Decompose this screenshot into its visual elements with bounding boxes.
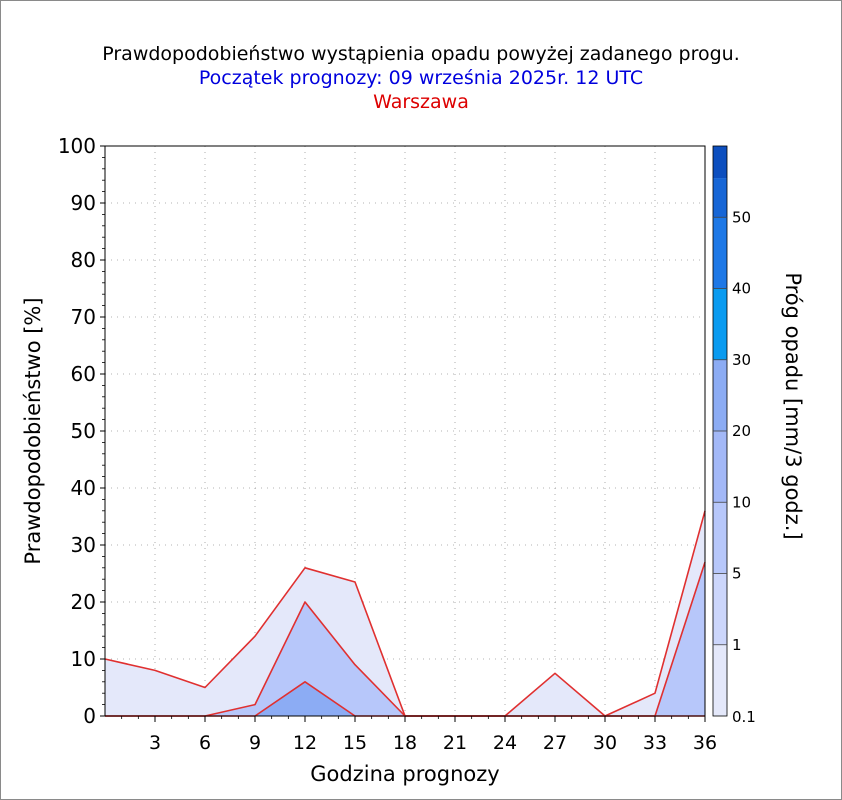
y-tick-label: 0 xyxy=(83,704,96,728)
colorbar-segment xyxy=(713,431,727,503)
y-tick-label: 20 xyxy=(71,590,96,614)
series-area-0.1 xyxy=(105,510,705,716)
y-tick-label: 10 xyxy=(71,647,96,671)
x-tick-label: 36 xyxy=(693,732,717,754)
y-tick-labels: 0 10 20 30 40 50 60 70 80 90 100 xyxy=(58,134,96,728)
x-tick-label: 33 xyxy=(643,732,667,754)
colorbar-tick-label: 50 xyxy=(732,208,751,226)
colorbar-tick-label: 40 xyxy=(732,280,751,298)
colorbar xyxy=(712,145,728,717)
y-tick-label: 60 xyxy=(71,362,96,386)
grid-lines xyxy=(105,146,705,716)
colorbar-segment xyxy=(713,146,727,179)
colorbar-segment xyxy=(713,217,727,289)
colorbar-label: Próg opadu [mm/3 godz.] xyxy=(781,272,805,539)
colorbar-segment xyxy=(713,178,727,218)
colorbar-tick-label: 0.1 xyxy=(732,708,756,726)
x-tick-label: 3 xyxy=(149,732,161,754)
colorbar-tick-label: 1 xyxy=(732,636,742,654)
y-tick-label: 70 xyxy=(71,305,96,329)
x-tick-label: 18 xyxy=(393,732,417,754)
y-axis-label: Prawdopodobieństwo [%] xyxy=(21,297,45,564)
axis-ticks xyxy=(100,145,706,722)
x-tick-label: 30 xyxy=(593,732,617,754)
x-tick-label: 21 xyxy=(443,732,467,754)
colorbar-segment xyxy=(713,359,727,431)
colorbar-tick-label: 10 xyxy=(732,493,751,511)
x-tick-label: 27 xyxy=(543,732,567,754)
x-tick-label: 15 xyxy=(343,732,367,754)
chart-location: Warszawa xyxy=(373,91,469,113)
x-tick-label: 9 xyxy=(249,732,261,754)
colorbar-tick-label: 20 xyxy=(732,422,751,440)
x-tick-labels: 3 6 9 12 15 18 21 24 27 30 33 36 xyxy=(149,732,717,754)
y-tick-label: 90 xyxy=(71,191,96,215)
colorbar-tick-label: 30 xyxy=(732,351,751,369)
y-tick-label: 80 xyxy=(71,248,96,272)
y-tick-label: 40 xyxy=(71,476,96,500)
y-tick-label: 100 xyxy=(58,134,96,158)
x-axis-label: Godzina prognozy xyxy=(310,762,499,786)
chart-title: Prawdopodobieństwo wystąpienia opadu pow… xyxy=(102,43,740,65)
x-tick-label: 12 xyxy=(293,732,317,754)
y-tick-label: 30 xyxy=(71,533,96,557)
x-tick-label: 24 xyxy=(493,732,517,754)
colorbar-segment xyxy=(713,288,727,360)
x-tick-label: 6 xyxy=(199,732,211,754)
colorbar-segment xyxy=(713,573,727,645)
chart-subtitle: Początek prognozy: 09 września 2025r. 12… xyxy=(198,67,644,89)
colorbar-tick-labels: 0.1 1 5 10 20 30 40 50 xyxy=(732,208,756,726)
colorbar-segment xyxy=(713,644,727,716)
colorbar-tick-label: 5 xyxy=(732,565,742,583)
series-areas xyxy=(104,510,706,717)
colorbar-segment xyxy=(713,502,727,574)
y-tick-label: 50 xyxy=(71,419,96,443)
